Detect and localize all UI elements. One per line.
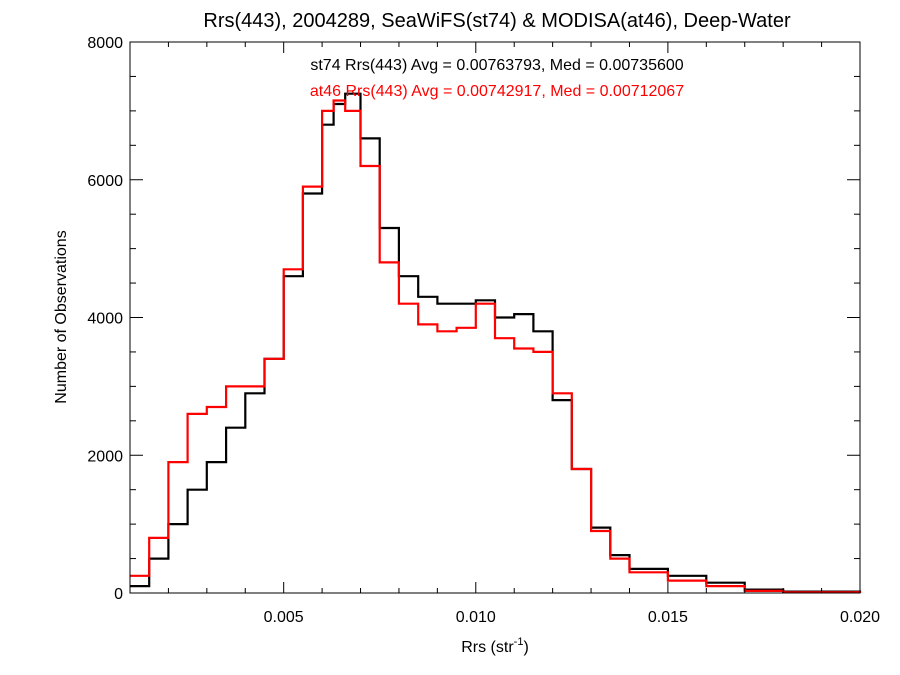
y-tick-label: 8000 — [87, 35, 123, 52]
y-tick-label: 0 — [114, 586, 123, 603]
annotation-st74: st74 Rrs(443) Avg = 0.00763793, Med = 0.… — [310, 57, 683, 74]
x-axis-label-sup: -1 — [514, 636, 524, 648]
x-tick-label: 0.010 — [456, 609, 496, 626]
series-line-1 — [130, 99, 862, 594]
x-axis-label-main: Rrs (str — [461, 639, 514, 656]
chart-title: Rrs(443), 2004289, SeaWiFS(st74) & MODIS… — [203, 10, 791, 32]
y-tick-label: 4000 — [87, 311, 123, 328]
axes-layer: 0.005 0.010 0.015 0.020 0 2000 4000 6000 8000 — [87, 35, 880, 626]
annotation-at46: at46 Rrs(443) Avg = 0.00742917, Med = 0.… — [310, 83, 684, 100]
series-layer — [130, 92, 862, 594]
x-tick-label: 0.005 — [264, 609, 304, 626]
x-axis-label-close: ) — [523, 639, 528, 656]
y-tick-label: 2000 — [87, 448, 123, 465]
x-tick-label: 0.020 — [840, 609, 880, 626]
y-tick-label: 6000 — [87, 173, 123, 190]
x-axis-label: Rrs (str-1) — [461, 636, 529, 656]
x-tick-label: 0.015 — [648, 609, 688, 626]
y-axis-label: Number of Observations — [53, 230, 70, 403]
